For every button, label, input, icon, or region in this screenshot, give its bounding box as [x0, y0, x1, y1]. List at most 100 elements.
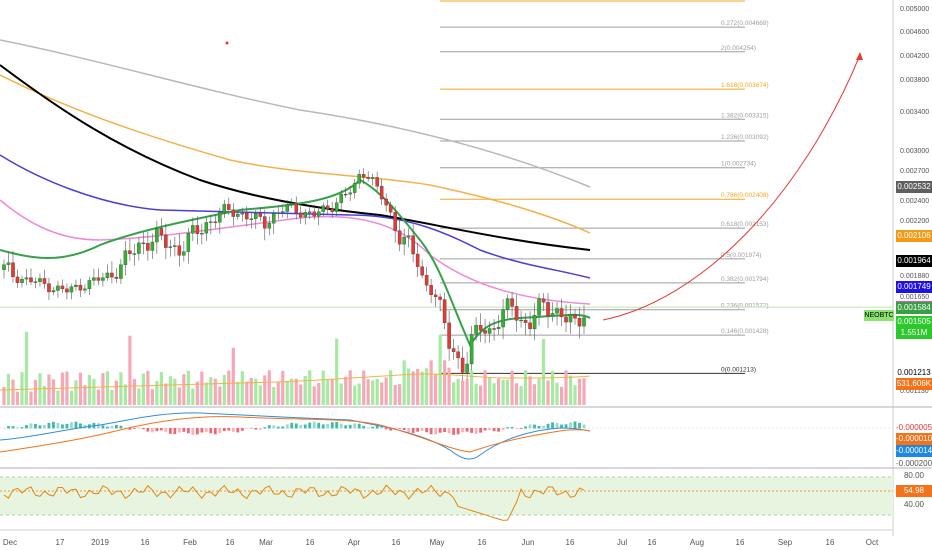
volume-bar [24, 331, 29, 405]
price-tag: 0.002106 [896, 230, 932, 243]
fib-level-label: 1.236(0.003092) [721, 134, 769, 141]
volume-bar [200, 371, 204, 405]
volume-bar [447, 367, 451, 405]
volume-bar [407, 368, 411, 405]
macd-histogram-bar [339, 423, 343, 429]
price-tag: 0.001213 [896, 367, 932, 380]
volume-bar [128, 335, 132, 405]
macd-histogram-bar [308, 422, 312, 429]
macd-histogram-bar [542, 425, 545, 429]
macd-histogram-bar [195, 428, 199, 435]
rsi-axis-label: 40.00 [903, 500, 925, 509]
macd-histogram-bar [168, 428, 172, 434]
candle-body [123, 250, 128, 265]
candle-body [173, 245, 177, 247]
macd-histogram-bar [52, 421, 55, 429]
macd-pane [0, 412, 893, 460]
macd-histogram-bar [132, 428, 136, 429]
candle-body [51, 290, 56, 293]
macd-histogram-bar [294, 423, 298, 429]
macd-histogram-bar [128, 428, 132, 430]
macd-histogram-bar [429, 428, 433, 435]
macd-histogram-bar [312, 421, 316, 429]
candle-body [388, 205, 393, 213]
volume-bar [362, 370, 366, 405]
volume-bar [344, 376, 348, 405]
price-axis-label: 0.003400 [900, 109, 929, 116]
volume-bar [550, 370, 555, 405]
candle-body [492, 328, 496, 330]
macd-histogram-bar [303, 424, 307, 429]
candle-body [433, 294, 438, 298]
volume-bar [285, 380, 289, 405]
signal-line [0, 416, 591, 453]
macd-histogram-bar [335, 421, 339, 429]
volume-bar [11, 379, 15, 405]
time-axis-label: 16 [648, 538, 657, 547]
macd-histogram-bar [267, 425, 271, 429]
candle-body [577, 318, 582, 327]
candle-body [204, 222, 209, 234]
candlestick-series [2, 168, 586, 385]
macd-histogram-bar [16, 427, 19, 429]
candle-body [164, 234, 168, 248]
macd-histogram-bar [438, 428, 442, 433]
volume-bar [267, 370, 271, 405]
macd-histogram-bar [465, 428, 469, 432]
macd-histogram-bar [7, 426, 10, 429]
volume-bar [528, 376, 532, 405]
volume-bar [74, 380, 78, 405]
volume-bar [393, 385, 397, 405]
candle-body [38, 278, 42, 282]
price-tag: 0.002532 [896, 180, 932, 193]
macd-histogram-bar [402, 428, 406, 430]
volume-bar [564, 370, 568, 405]
volume-bar [245, 381, 249, 405]
volume-bar [353, 385, 357, 405]
candle-body [474, 325, 478, 335]
candle-body [254, 212, 258, 219]
volume-bar [389, 370, 393, 405]
candle-body [24, 277, 29, 280]
macd-histogram-bar [11, 426, 15, 429]
macd-histogram-bar [326, 423, 330, 429]
volume-bar [510, 370, 514, 405]
candle-body [307, 211, 312, 213]
macd-histogram-bar [200, 428, 204, 433]
volume-bar [375, 378, 379, 405]
candle-body [128, 250, 132, 254]
volume-bar [555, 382, 559, 405]
candle-body [379, 186, 384, 200]
candle-body [101, 277, 105, 281]
volume-bar [326, 380, 330, 405]
macd-histogram-bar [546, 423, 550, 429]
candle-body [87, 280, 92, 290]
macd-tag: -0.000005 [896, 422, 932, 434]
fib-level-label: 1.618(0.003674) [721, 82, 769, 89]
candle-body [74, 284, 78, 287]
macd-histogram-bar [515, 428, 518, 429]
volume-bar [159, 371, 163, 405]
candle-body [375, 177, 379, 187]
price-tag: 0.001584 [896, 301, 932, 314]
volume-bar [2, 387, 6, 405]
volume-bar [69, 390, 74, 405]
time-axis-label: 16 [478, 538, 487, 547]
candle-body [105, 272, 110, 278]
macd-histogram-bar [106, 426, 109, 429]
volume-bar [348, 370, 352, 405]
candle-body [357, 174, 361, 184]
volume-bar [110, 389, 114, 405]
candle-body [47, 283, 51, 293]
macd-histogram-bar [164, 428, 168, 432]
volume-bar [429, 360, 433, 405]
volume-bar [416, 368, 420, 405]
macd-histogram-bar [20, 427, 24, 429]
candle-body [285, 204, 290, 212]
fib-level-label: 2(0.004254) [721, 45, 756, 52]
macd-histogram-bar [209, 428, 213, 434]
candle-body [546, 302, 550, 317]
price-tag: 0.001505 [896, 315, 932, 328]
macd-histogram-bar [276, 426, 280, 429]
macd-histogram-bar [533, 424, 536, 429]
